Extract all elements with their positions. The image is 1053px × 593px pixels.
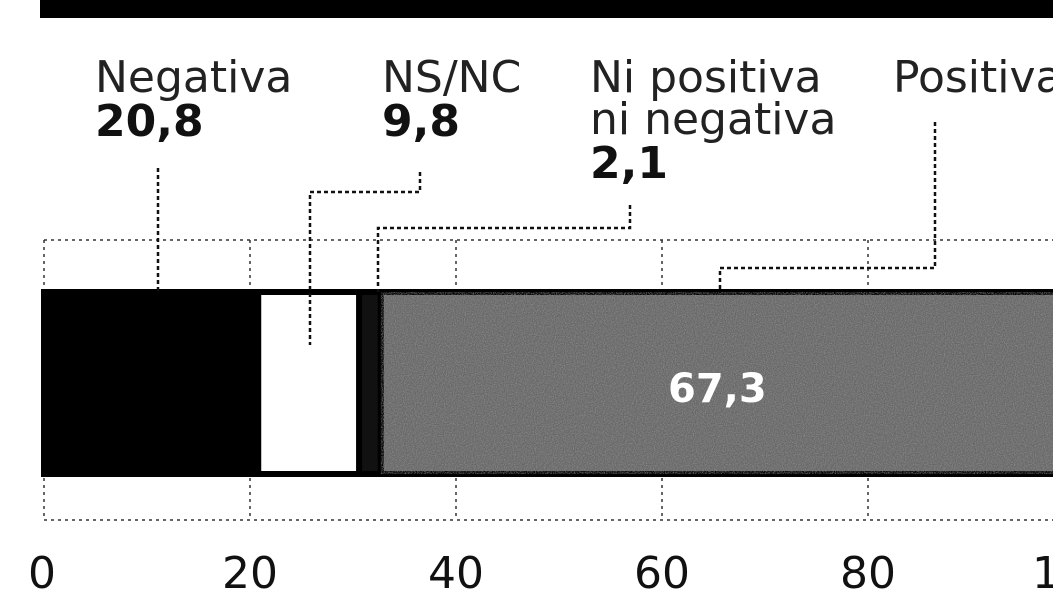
- x-tick-60: 60: [634, 548, 690, 593]
- leader-line-ni-positiva-ni-negativa: [376, 205, 632, 292]
- bar-segment-ni-positiva-ni-negativa: [356, 289, 384, 477]
- bar-segments: [41, 289, 1053, 477]
- leader-lines: [156, 122, 937, 345]
- label-value-ns-nc: 9,8: [382, 96, 460, 147]
- x-tick-20: 20: [222, 548, 278, 593]
- x-tick-80: 80: [840, 548, 896, 593]
- bar-segment-negativa: [41, 289, 262, 477]
- label-value-negativa: 20,8: [95, 96, 204, 147]
- label-name-negativa: Negativa: [95, 52, 292, 103]
- leader-line-positiva: [718, 122, 937, 292]
- label-name-ni-positiva-ni-negativa-0: Ni positiva: [590, 52, 822, 103]
- label-value-inbar: 67,3: [668, 366, 767, 412]
- label-name-positiva: Positiva: [893, 52, 1053, 103]
- x-axis-ticks: 0 20 40 60 80 100: [28, 548, 1053, 593]
- label-value-ni-positiva-ni-negativa: 2,1: [590, 138, 668, 189]
- bar-texture-positiva: [380, 292, 1053, 474]
- x-tick-40: 40: [428, 548, 484, 593]
- top-header-band: [40, 0, 1053, 18]
- x-tick-0: 0: [28, 548, 56, 593]
- x-tick-100: 100: [1032, 548, 1053, 593]
- leader-line-ns-nc: [308, 172, 422, 345]
- label-name-ni-positiva-ni-negativa-1: ni negativa: [590, 94, 836, 145]
- label-name-ns-nc: NS/NC: [382, 52, 521, 103]
- bar-segment-ns-nc: [255, 289, 363, 477]
